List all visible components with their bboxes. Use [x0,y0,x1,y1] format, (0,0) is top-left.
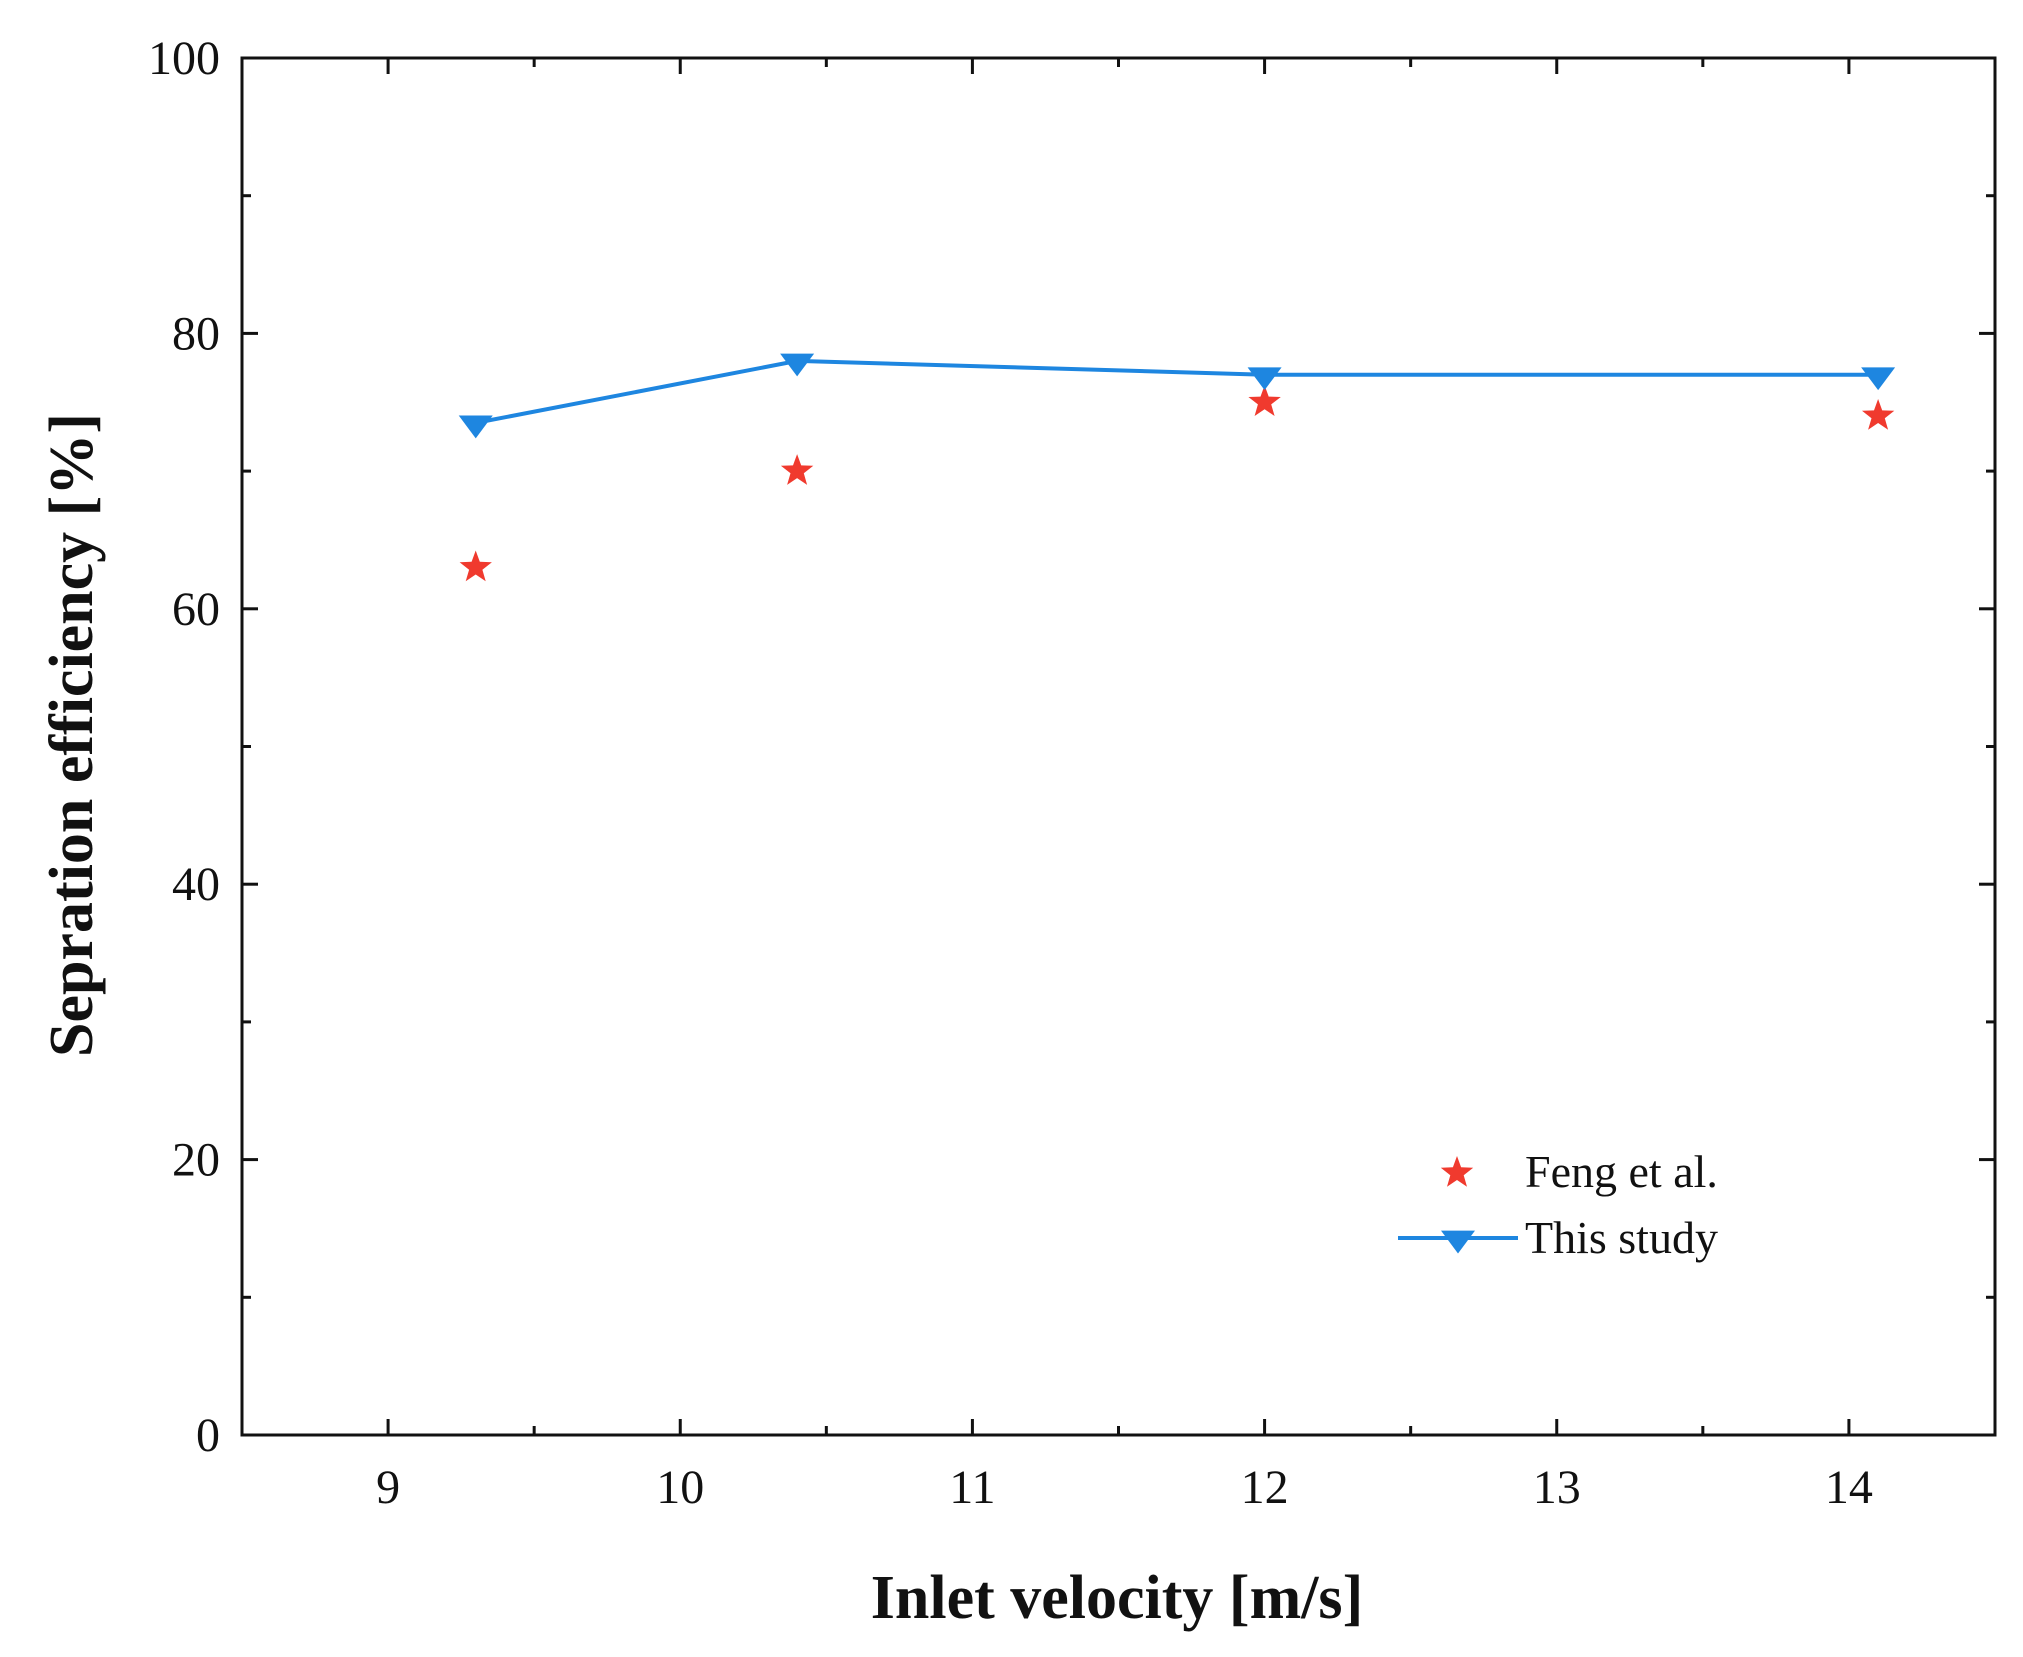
feng-star-point [459,550,492,582]
series-this-study [458,353,1896,439]
y-tick-label: 20 [172,1134,220,1187]
x-tick-label: 14 [1825,1461,1873,1514]
legend: Feng et al. This study [1398,1146,1718,1263]
y-tick-label: 80 [172,307,220,360]
series-feng [459,385,1895,582]
x-tick-label: 10 [656,1461,704,1514]
this-study-triangle-point [458,415,493,439]
x-tick-label: 9 [376,1461,400,1514]
y-tick-label: 100 [148,32,220,85]
this-study-line [475,358,1879,425]
legend-label-this-study: This study [1525,1212,1718,1263]
legend-symbol-star [1440,1156,1474,1187]
axes: 9 10 11 12 13 14 0 20 40 60 80 100 [148,32,1997,1514]
y-tick-label: 60 [172,583,220,636]
feng-star-point [1862,399,1895,430]
this-study-triangle-point [1247,367,1282,391]
x-axis-title: Inlet velocity [m/s] [871,1564,1363,1632]
feng-star-point [1248,385,1281,416]
feng-star-point [780,454,814,485]
x-tick-label: 13 [1533,1461,1581,1514]
plot-frame [240,56,1997,1437]
x-tick-label: 11 [949,1461,995,1514]
x-tick-label: 12 [1241,1461,1289,1514]
series-layer [458,353,1896,582]
this-study-triangle-point [1861,367,1896,391]
legend-item-this-study: This study [1398,1212,1718,1263]
legend-symbol-triangle [1441,1230,1475,1254]
y-tick-label: 0 [196,1409,220,1462]
legend-item-feng: Feng et al. [1440,1146,1718,1197]
y-tick-label: 40 [172,858,220,911]
legend-label-feng: Feng et al. [1525,1146,1718,1197]
this-study-triangle-point [780,353,815,377]
y-axis-title: Sepration efficiency [%] [38,413,106,1057]
